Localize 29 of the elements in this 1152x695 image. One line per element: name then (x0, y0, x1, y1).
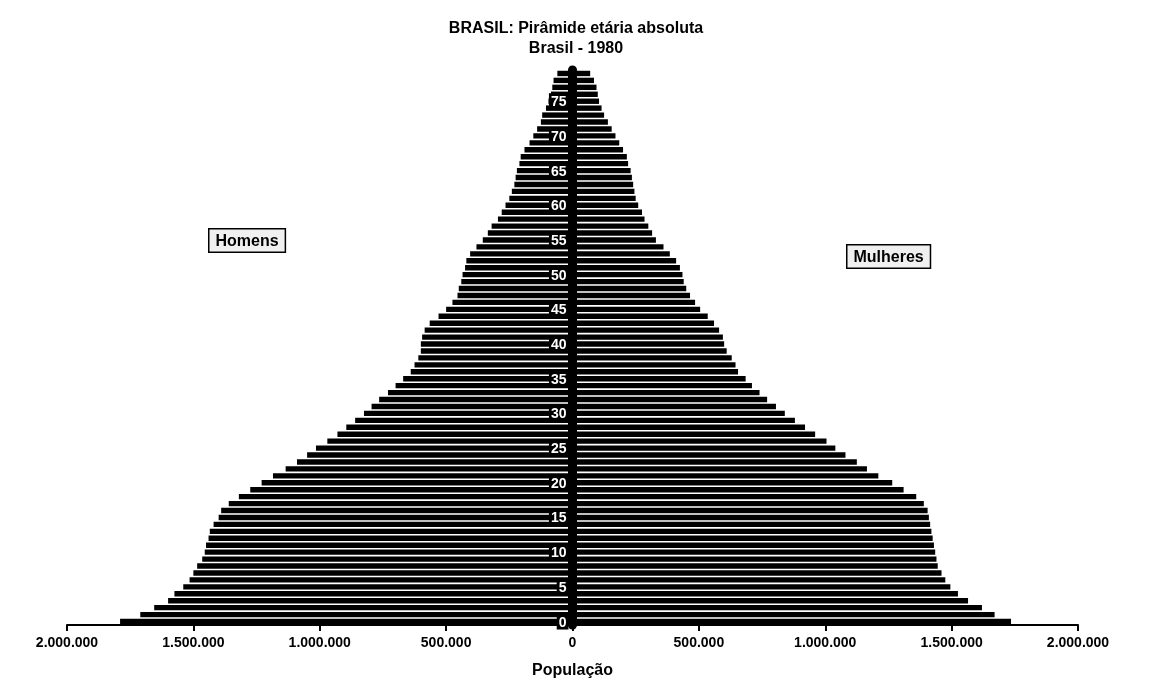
chart-subtitle: Brasil - 1980 (528, 38, 624, 56)
chart-title: BRASIL: Pirâmide etária absoluta (448, 18, 704, 36)
y-tick-label: 40 (550, 336, 567, 353)
x-axis-title: População (532, 660, 614, 678)
text: Homens (215, 232, 279, 249)
y-tick-label: 10 (550, 544, 567, 561)
y-tick-label: 25 (550, 440, 567, 457)
x-tick-label: 500.000 (420, 634, 472, 650)
y-tick-label: 5 (558, 578, 567, 595)
x-tick-label: 2.000.000 (35, 634, 99, 650)
y-tick-label: 45 (550, 301, 567, 318)
y-tick-label: 0 (558, 613, 567, 630)
y-tick-label: 35 (550, 370, 567, 387)
y-tick-label: 55 (550, 231, 567, 248)
x-tick-label: 2.000.000 (1046, 634, 1110, 650)
x-tick-label: 500.000 (673, 634, 725, 650)
y-tick-label: 20 (550, 474, 567, 491)
x-tick-label: 0 (568, 634, 577, 650)
y-tick-label: 30 (550, 405, 567, 422)
x-tick-label: 1.000.000 (288, 634, 352, 650)
x-tick-label: 1.500.000 (162, 634, 225, 650)
x-tick-label: 1.500.000 (920, 634, 983, 650)
x-tick-label: 1.000.000 (794, 634, 857, 650)
text: Mulheres (853, 248, 924, 265)
y-tick-label: 50 (550, 266, 567, 283)
y-tick-label: 60 (550, 197, 567, 214)
y-tick-label: 70 (550, 127, 567, 144)
y-tick-label: 65 (550, 162, 567, 179)
y-tick-label: 15 (550, 509, 567, 526)
